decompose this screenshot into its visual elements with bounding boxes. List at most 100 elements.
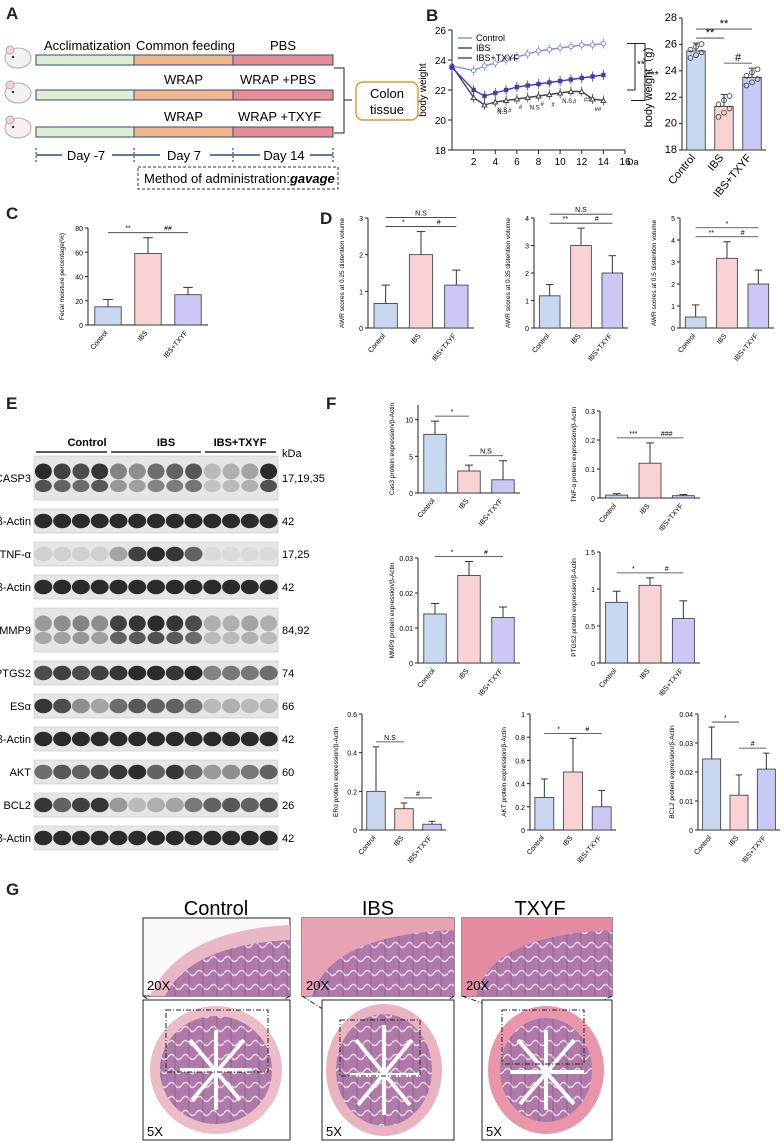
data-point xyxy=(524,94,531,100)
blot-kda-label: 66 xyxy=(282,701,294,713)
blot-band xyxy=(90,665,109,681)
blot-band xyxy=(259,579,278,595)
blot-band xyxy=(203,463,221,480)
data-point xyxy=(721,97,727,104)
legend-label: IBS xyxy=(476,43,491,53)
bar xyxy=(457,470,481,494)
magnification-label: 5X xyxy=(147,1124,163,1139)
sig-label: * xyxy=(724,715,727,722)
y-tick-label: 0 xyxy=(409,661,413,668)
sig-label: # xyxy=(541,102,545,108)
blot-band xyxy=(109,513,128,529)
bar xyxy=(373,303,398,329)
blot-band xyxy=(71,731,90,747)
sig-label: # xyxy=(519,105,523,111)
blot-band xyxy=(91,479,109,493)
y-tick-label: 0.6 xyxy=(515,758,525,765)
data-point xyxy=(492,98,499,105)
sig-bracket xyxy=(627,43,636,91)
sig-label: N.S xyxy=(384,735,396,742)
data-point xyxy=(715,114,722,120)
blot-kda-label: 42 xyxy=(282,833,294,845)
category-label: IBS+TXYF xyxy=(163,330,190,360)
day-label: Day 14 xyxy=(263,148,304,163)
data-point xyxy=(721,109,727,116)
x-tick-label: 16 xyxy=(619,157,631,168)
bar-chart-f1: 0 5 10 Cas3 protein expression/β-Actin Contr… xyxy=(389,402,520,528)
blot-protein-label: β-Actin xyxy=(0,582,31,594)
bar xyxy=(756,768,776,831)
blot-protein-label: MMP9 xyxy=(0,625,31,637)
y-tick-label: 3 xyxy=(671,260,675,267)
blot-kda-label: 42 xyxy=(282,582,294,594)
category-label: Control xyxy=(90,329,110,351)
timeline-bar-acclimatization xyxy=(35,54,135,66)
y-tick-label: 0.03 xyxy=(679,741,693,748)
blot-band xyxy=(241,463,259,480)
y-tick-label: 0.1 xyxy=(585,467,595,474)
blot-band xyxy=(203,698,222,714)
data-point xyxy=(726,105,733,112)
y-tick-label: 0 xyxy=(409,491,413,498)
category-label: IBS xyxy=(570,333,583,346)
blot-band xyxy=(222,463,240,480)
bar-chart-d3: 0 1 2 3 4 5 AWR scores at 0.5 distention volum… xyxy=(651,216,774,363)
histology-section-image: 5X xyxy=(321,999,455,1141)
blot-band xyxy=(165,513,184,529)
blot-band xyxy=(222,479,240,493)
bar xyxy=(605,494,629,499)
blot-band xyxy=(147,615,165,632)
category-label: IBS xyxy=(706,152,727,173)
blot-kda-label: 17,25 xyxy=(282,549,310,561)
category-label: IBS xyxy=(137,330,150,343)
category-label: IBS+TXYF xyxy=(741,835,768,865)
blot-kda-label: 17,19,35 xyxy=(282,473,325,485)
y-tick-label: 22 xyxy=(665,91,677,103)
sig-label: N.S xyxy=(530,106,540,112)
kda-header: kDa xyxy=(282,448,302,460)
row1-stage2-label: Common feeding xyxy=(136,38,235,53)
blot-band xyxy=(166,615,184,632)
y-tick-label: 26 xyxy=(435,26,447,37)
blot-protein-label: β-Actin xyxy=(0,516,31,528)
blot-band xyxy=(165,830,184,846)
blot-band xyxy=(185,479,202,493)
histology-zoom-image: 20X xyxy=(301,917,455,997)
data-point xyxy=(754,76,761,82)
sig-label: * xyxy=(557,726,560,733)
blot-kda-label: 42 xyxy=(282,516,294,528)
y-tick-label: 4 xyxy=(525,216,529,223)
blot-band xyxy=(90,698,109,714)
y-tick-label: 26 xyxy=(665,38,677,50)
y-tick-label: 2 xyxy=(671,282,675,289)
y-tick-label: 2 xyxy=(525,271,529,278)
blot-band xyxy=(241,615,259,632)
category-label: IBS xyxy=(458,498,471,511)
blot-band xyxy=(146,579,166,595)
y-tick-label: 0.6 xyxy=(347,712,357,719)
blot-band xyxy=(128,665,147,681)
data-point xyxy=(470,67,477,74)
category-label: Control xyxy=(526,834,546,856)
blot-band xyxy=(240,579,259,595)
day-label-bg xyxy=(260,147,310,163)
blot-band xyxy=(222,830,241,846)
row2-stage3-label: WRAP +PBS xyxy=(240,72,316,87)
blot-band xyxy=(165,797,184,813)
y-tick-label: 0.02 xyxy=(399,591,413,598)
blot-band xyxy=(34,631,52,645)
y-axis-label: MMP9 protein expression/β-Actin xyxy=(389,562,396,658)
blot-band xyxy=(260,615,278,632)
category-label: Control xyxy=(598,502,618,524)
blot-group-label: IBS+TXYF xyxy=(214,437,267,449)
sig-label: N.S xyxy=(497,110,507,116)
data-point xyxy=(589,42,596,48)
histology-section-image: 5X xyxy=(481,999,613,1141)
blot-band xyxy=(166,463,184,480)
blot-band xyxy=(34,615,52,632)
blot-band xyxy=(34,479,52,493)
mouse-icon xyxy=(4,115,32,139)
blot-band xyxy=(53,830,72,846)
data-point xyxy=(536,81,541,87)
blot-band xyxy=(146,830,166,846)
